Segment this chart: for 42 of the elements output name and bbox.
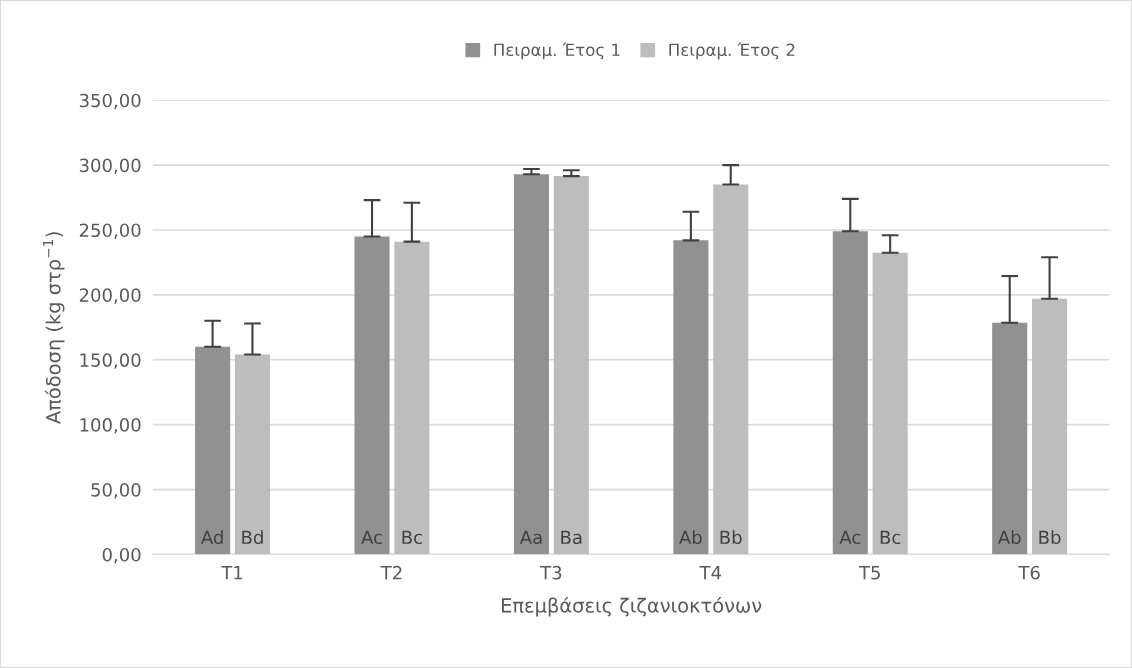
data-label: Ab [997,530,1021,545]
y-tick-label: 300,00 [79,158,141,175]
x-tick-label: T3 [540,565,562,580]
data-label: Ac [839,530,861,545]
bar [234,354,270,555]
y-tick-label: 100,00 [80,418,141,434]
x-tick-label: T5 [858,566,880,580]
x-tick-label: T6 [1018,565,1040,580]
y-tick-label: 50,00 [91,483,141,499]
data-label: Bc [880,530,901,545]
bar [832,231,868,555]
bar [1032,298,1068,555]
bar [992,322,1028,555]
data-label: Bb [720,530,742,545]
bar [513,174,549,555]
y-tick-label: 350,00 [79,93,141,110]
x-tick-label: T2 [380,565,402,580]
data-label: Ad [201,530,223,545]
bar [673,240,709,555]
bar [394,241,430,555]
data-label: Aa [519,530,542,545]
bar [872,252,908,555]
y-tick-label: 150,00 [80,353,141,369]
data-label: Ba [561,530,582,545]
x-tick-label: T1 [221,566,243,580]
bar [354,236,390,555]
data-label: Ab [679,530,702,545]
bar [713,184,749,555]
data-label: Bb [1039,530,1061,545]
y-tick-label: 200,00 [79,288,141,304]
data-label: Bc [402,530,422,545]
data-label: Bd [242,530,263,545]
y-tick-label: 250,00 [79,223,141,239]
y-tick-label: 0,00 [102,547,141,564]
bar [553,176,589,555]
bar [195,346,231,555]
legend-label: Πειραμ. Έτος 1 [494,42,620,60]
y-axis-title: Απόδοση (kg στρ$^{−1}$) [43,232,65,424]
legend-label: Πειραμ. Έτος 2 [669,42,795,60]
data-label: Ac [361,530,382,545]
x-axis-title: Επεμβάσεις ζιζανιοκτόνων [501,596,762,617]
x-tick-label: T4 [699,566,722,580]
